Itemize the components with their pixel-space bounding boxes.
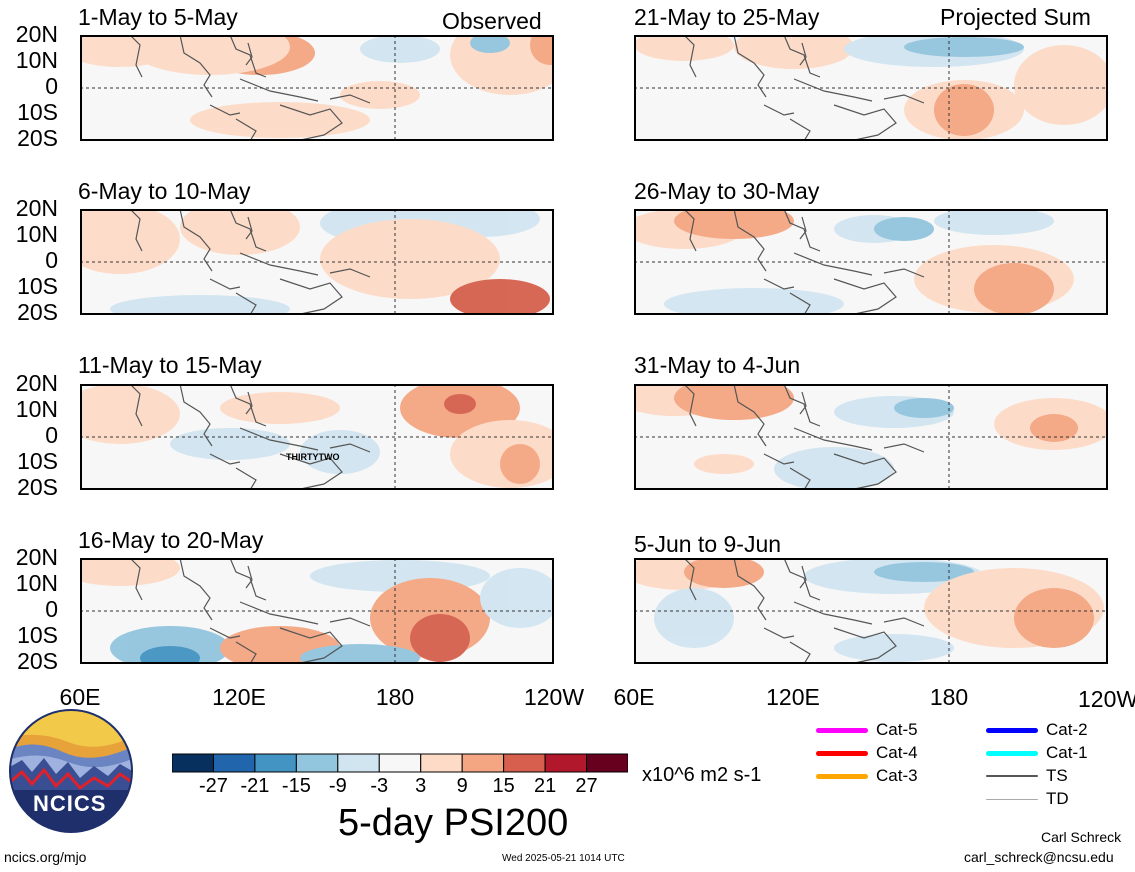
colorbar-tick-label: 15 — [492, 775, 515, 797]
map-panel-2 — [80, 209, 554, 315]
map-panel-5 — [634, 35, 1108, 141]
colorbar-swatch — [212, 753, 256, 773]
lat-label: 10S — [17, 622, 58, 648]
lat-label: 20S — [17, 125, 58, 151]
colorbar-title: 5-day PSI200 — [338, 802, 569, 844]
lat-label: 20N — [15, 370, 58, 396]
lon-label: 120W — [1078, 686, 1135, 712]
logo-text: NCICS — [33, 791, 107, 816]
lon-label: 120E — [212, 684, 266, 710]
legend-label: Cat-1 — [1046, 743, 1088, 762]
panel-corner-label: Observed — [442, 8, 542, 34]
panel-corner-label: Projected Sum — [940, 4, 1091, 30]
lon-label: 120W — [523, 684, 585, 710]
colorbar-tick-label: -27 — [199, 775, 228, 797]
footer-email[interactable]: carl_schreck@ncsu.edu — [964, 849, 1114, 865]
lat-label: 0 — [45, 247, 58, 273]
colorbar-tick-label: 21 — [533, 775, 557, 797]
lat-label: 20S — [17, 474, 58, 500]
lat-label: 20N — [15, 21, 58, 47]
colorbar-tick-label: -9 — [328, 775, 347, 797]
colorbar-tick-label: 27 — [575, 775, 598, 797]
colorbar-swatch — [461, 753, 505, 773]
lon-label: 180 — [929, 684, 969, 710]
lat-label: 20S — [17, 648, 58, 674]
map-panel-3 — [80, 384, 554, 490]
footer-timestamp: Wed 2025-05-21 1014 UTC — [502, 853, 625, 864]
map-panel-8 — [634, 558, 1108, 664]
colorbar-swatch — [586, 753, 628, 773]
colorbar-tick-label: -15 — [281, 775, 311, 797]
legend-line-ts — [986, 775, 1038, 777]
colorbar-swatch — [378, 753, 422, 773]
colorbar-tick-label: 3 — [415, 775, 427, 797]
legend-line-td — [986, 798, 1038, 800]
colorbar-swatch — [544, 753, 588, 773]
colorbar-swatch — [295, 753, 339, 773]
colorbar-swatch — [420, 753, 463, 773]
colorbar-swatch — [254, 753, 297, 773]
lat-label: 10S — [17, 273, 58, 299]
lat-label: 20N — [15, 544, 58, 570]
lon-label: 60E — [613, 684, 655, 710]
legend-line-cat-3 — [816, 773, 868, 779]
panel-title: 11-May to 15-May — [78, 352, 262, 378]
lat-label: 10N — [15, 570, 58, 596]
lat-label: 0 — [45, 422, 58, 448]
colorbar-tick-label: -3 — [370, 775, 389, 797]
legend-label: TS — [1046, 766, 1068, 785]
legend-label: Cat-2 — [1046, 720, 1088, 739]
legend-line-cat-2 — [986, 727, 1038, 733]
legend-label: Cat-5 — [876, 720, 918, 739]
panel-title: 6-May to 10-May — [78, 178, 251, 204]
colorbar-swatch — [337, 753, 380, 773]
lon-label: 120E — [766, 684, 820, 710]
panel-title: 26-May to 30-May — [634, 178, 820, 204]
lat-label: 10S — [17, 448, 58, 474]
lat-label: 20N — [15, 195, 58, 221]
colorbar-swatch — [503, 753, 546, 773]
panel-title: 21-May to 25-May — [634, 4, 820, 30]
map-panel-1 — [80, 35, 554, 141]
panel-title: 1-May to 5-May — [78, 4, 238, 30]
lat-label: 20S — [17, 299, 58, 325]
legend-line-cat-1 — [986, 750, 1038, 756]
map-panel-7 — [634, 384, 1108, 490]
legend-label: Cat-4 — [876, 743, 918, 762]
colorbar — [172, 753, 628, 773]
colorbar-swatch — [172, 753, 214, 773]
lon-label: 60E — [59, 684, 101, 710]
lat-label: 0 — [45, 596, 58, 622]
legend-line-cat-5 — [816, 727, 868, 733]
legend-label: TD — [1046, 789, 1069, 808]
footer-site[interactable]: ncics.org/mjo — [4, 849, 87, 865]
panel-title: 31-May to 4-Jun — [634, 352, 801, 378]
legend-label: Cat-3 — [876, 766, 918, 785]
lon-label: 180 — [375, 684, 415, 710]
panel-title: 5-Jun to 9-Jun — [634, 531, 782, 557]
map-panel-4 — [80, 558, 554, 664]
ncics-logo — [9, 709, 133, 833]
lat-label: 10N — [15, 221, 58, 247]
legend-line-cat-4 — [816, 750, 868, 756]
footer-author: Carl Schreck — [1041, 829, 1122, 845]
colorbar-units: x10^6 m2 s-1 — [642, 764, 762, 786]
panel-title: 16-May to 20-May — [78, 527, 264, 553]
lat-label: 10N — [15, 396, 58, 422]
lat-label: 10N — [15, 47, 58, 73]
colorbar-tick-label: 9 — [456, 775, 468, 797]
map-panel-6 — [634, 209, 1108, 315]
lat-label: 10S — [17, 99, 58, 125]
storm-label: THIRTYTWO — [286, 452, 340, 462]
lat-label: 0 — [45, 73, 58, 99]
colorbar-tick-label: -21 — [240, 775, 270, 797]
